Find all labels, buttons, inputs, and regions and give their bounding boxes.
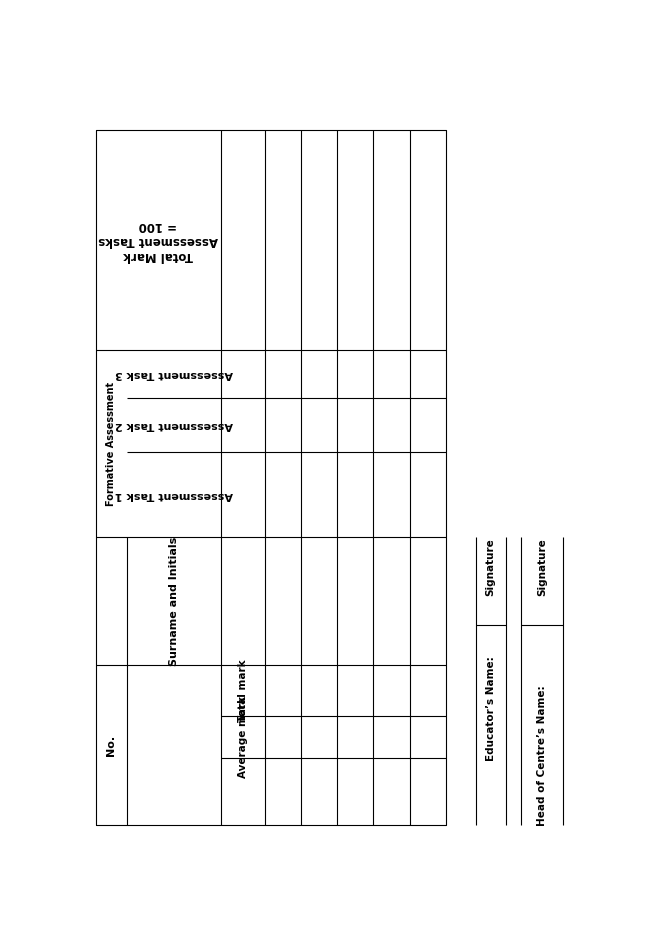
Text: Formative Assessment: Formative Assessment	[106, 382, 116, 506]
Text: Assessment Task 1: Assessment Task 1	[115, 490, 233, 500]
Text: Assessment Task 2: Assessment Task 2	[115, 421, 233, 430]
Text: Signature: Signature	[537, 538, 547, 595]
Text: Total mark: Total mark	[237, 659, 248, 721]
Text: Assessment Task 3: Assessment Task 3	[115, 370, 233, 379]
Text: Head of Centre’s Name:: Head of Centre’s Name:	[537, 685, 547, 827]
Text: Average mark: Average mark	[237, 696, 248, 778]
Text: Total Mark
Assessment Tasks
= 100: Total Mark Assessment Tasks = 100	[98, 219, 218, 262]
Text: Signature: Signature	[486, 538, 495, 595]
Text: Educator’s Name:: Educator’s Name:	[486, 656, 495, 761]
Text: Surname and Initials: Surname and Initials	[169, 537, 179, 665]
Text: No.: No.	[106, 735, 116, 756]
